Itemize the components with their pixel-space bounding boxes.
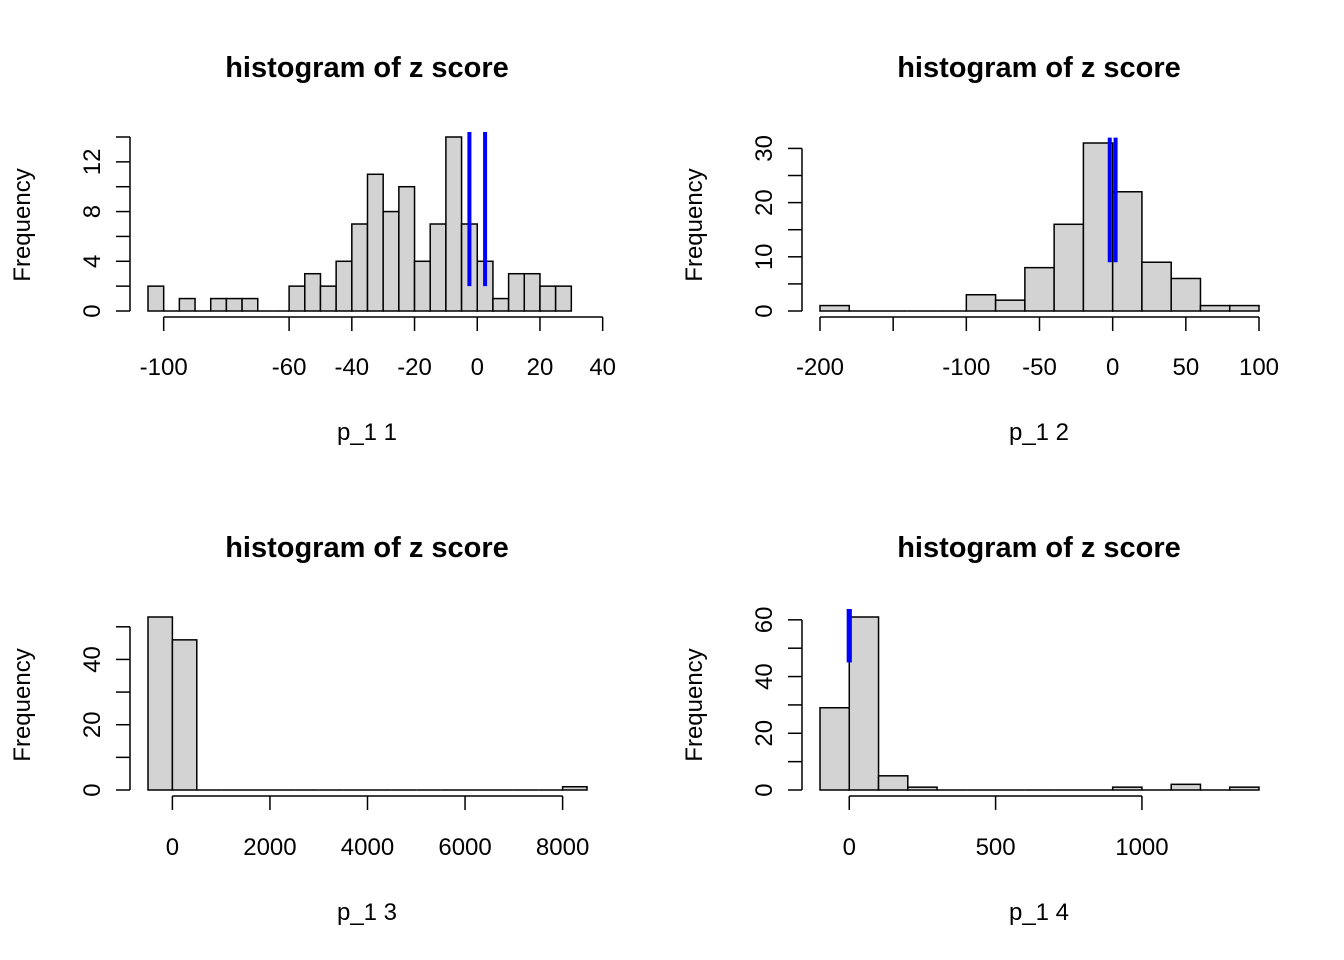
histogram-bar [304, 272, 322, 312]
histogram-bar [351, 223, 369, 312]
histogram-bar [819, 707, 851, 791]
x-tick-label: 40 [589, 354, 616, 381]
histogram-bar [539, 285, 557, 312]
histogram-bar [366, 173, 384, 312]
histogram-bar [147, 285, 165, 312]
histogram-bar [819, 304, 851, 312]
histogram-panel-4: histogram of z score p_1 4 Frequency 0 500 10… [681, 532, 1260, 926]
x-tick-label: 20 [527, 354, 554, 381]
y-axis-label: Frequency [9, 648, 36, 761]
histogram-bar [178, 297, 196, 312]
histogram-bar [429, 223, 447, 312]
y-tick-label: 8 [79, 205, 106, 218]
histogram-bar [241, 297, 259, 312]
y-tick-label: 0 [79, 304, 106, 317]
histogram-bar [492, 297, 510, 312]
histogram-bar [225, 297, 243, 312]
histogram-bar [907, 786, 938, 791]
x-tick-label: 500 [976, 834, 1016, 861]
histogram-bar [848, 616, 880, 791]
x-axis-label: p_1 2 [1009, 419, 1069, 446]
histogram-bar [335, 260, 353, 312]
y-axis-label: Frequency [9, 168, 36, 281]
x-tick-label: 1000 [1115, 834, 1168, 861]
histogram-bar [965, 293, 997, 312]
y-tick-label: 10 [751, 243, 778, 270]
histogram-panel-2: histogram of z score p_1 2 Frequency -200 -1… [681, 52, 1279, 446]
histogram-bar [1053, 223, 1085, 312]
histogram-bar [1111, 786, 1143, 791]
histogram-bar [561, 785, 588, 791]
histogram-bar [1024, 266, 1055, 312]
histogram-bar [523, 272, 541, 312]
histogram-panel-1: histogram of z score p_1 1 Frequency -100 -6… [9, 52, 616, 446]
histogram-bar [398, 185, 416, 312]
x-tick-label: 0 [1106, 354, 1119, 381]
histogram-bar [382, 210, 400, 312]
histogram-bar [413, 260, 431, 312]
x-tick-label: 2000 [243, 834, 296, 861]
y-tick-label: 4 [79, 255, 106, 268]
y-tick-label: 40 [79, 646, 106, 673]
histogram-bar [1170, 783, 1202, 791]
histogram-bar [209, 297, 228, 312]
x-tick-label: 8000 [536, 834, 589, 861]
x-tick-label: 6000 [438, 834, 491, 861]
histogram-bar [994, 299, 1026, 312]
chart-title: histogram of z score [225, 532, 509, 564]
histogram-bar [147, 616, 174, 791]
chart-title: histogram of z score [225, 52, 509, 84]
x-tick-label: -100 [942, 354, 990, 381]
x-axis-label: p_1 1 [337, 419, 397, 446]
histogram-panel-3: histogram of z score p_1 3 Frequency 0 2000 4… [9, 532, 589, 926]
y-tick-label: 12 [79, 149, 106, 176]
x-axis-label: p_1 4 [1009, 899, 1069, 926]
histogram-bar [445, 136, 463, 312]
x-tick-label: -200 [796, 354, 844, 381]
x-tick-label: 4000 [341, 834, 394, 861]
histogram-bar [1141, 261, 1172, 312]
histogram-bar [1228, 786, 1260, 791]
histogram-bar [319, 285, 337, 312]
x-tick-label: 0 [471, 354, 484, 381]
x-tick-label: -60 [272, 354, 307, 381]
y-tick-label: 20 [79, 711, 106, 738]
x-tick-label: -20 [397, 354, 432, 381]
x-axis-label: p_1 3 [337, 899, 397, 926]
histogram-bar [1170, 277, 1202, 312]
chart-title: histogram of z score [897, 532, 1181, 564]
histogram-bar [1199, 304, 1231, 312]
x-tick-label: -100 [140, 354, 188, 381]
y-tick-label: 20 [751, 720, 778, 747]
histogram-bar [554, 285, 573, 312]
y-tick-label: 30 [751, 135, 778, 162]
y-tick-label: 0 [751, 783, 778, 796]
x-tick-label: -50 [1022, 354, 1057, 381]
y-tick-label: 0 [79, 783, 106, 796]
y-tick-label: 60 [751, 606, 778, 633]
chart-title: histogram of z score [897, 52, 1181, 84]
x-tick-label: 100 [1239, 354, 1279, 381]
x-tick-label: -40 [334, 354, 369, 381]
x-tick-label: 0 [166, 834, 179, 861]
y-axis-label: Frequency [681, 168, 708, 281]
y-tick-label: 40 [751, 663, 778, 690]
y-tick-label: 0 [751, 304, 778, 317]
histogram-bar [288, 285, 306, 312]
x-tick-label: 0 [843, 834, 856, 861]
histogram-bar [507, 272, 526, 312]
y-axis-label: Frequency [681, 648, 708, 761]
x-tick-label: 50 [1172, 354, 1199, 381]
histogram-bar [877, 775, 909, 791]
histogram-bar [1228, 304, 1260, 312]
histogram-bar [171, 639, 198, 791]
y-tick-label: 20 [751, 189, 778, 216]
